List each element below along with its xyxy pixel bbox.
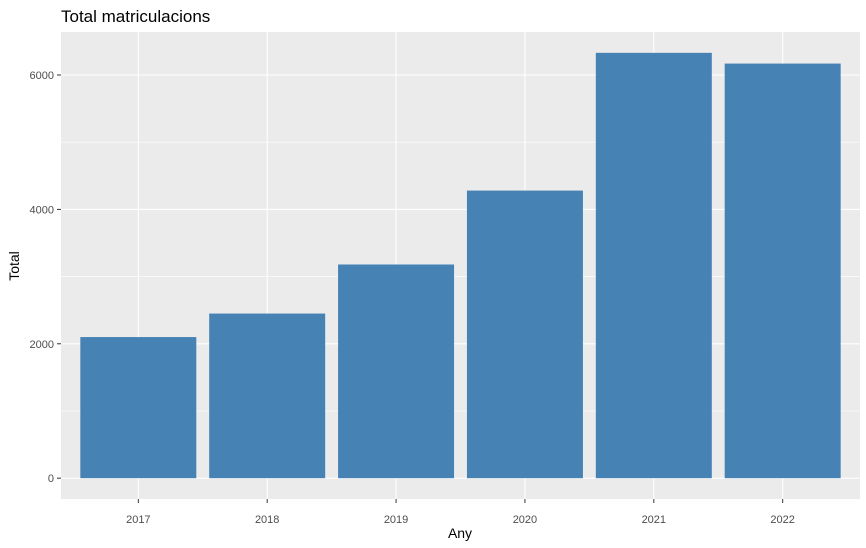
x-axis-title: Any bbox=[448, 525, 472, 541]
x-tick-label: 2019 bbox=[384, 514, 408, 526]
chart-title: Total matriculacions bbox=[61, 7, 210, 26]
bars bbox=[80, 52, 841, 479]
bar-2019 bbox=[338, 264, 455, 479]
y-tick-label: 2000 bbox=[30, 339, 54, 351]
x-axis-ticks: 2017 2018 2019 2020 2021 2022 bbox=[126, 499, 795, 526]
y-tick-label: 4000 bbox=[30, 204, 54, 216]
bar-2020 bbox=[466, 190, 583, 479]
x-tick-label: 2017 bbox=[126, 514, 150, 526]
y-tick-label: 6000 bbox=[30, 70, 54, 82]
bar-2017 bbox=[80, 337, 197, 479]
y-axis-ticks: 0 2000 4000 6000 bbox=[30, 70, 61, 485]
bar-2021 bbox=[595, 52, 712, 479]
bar-2022 bbox=[724, 63, 841, 479]
y-tick-label: 0 bbox=[48, 473, 54, 485]
bar-2018 bbox=[209, 313, 326, 479]
x-tick-label: 2021 bbox=[642, 514, 666, 526]
x-tick-label: 2020 bbox=[513, 514, 537, 526]
y-axis-title: Total bbox=[6, 251, 22, 281]
x-tick-label: 2022 bbox=[770, 514, 794, 526]
x-tick-label: 2018 bbox=[255, 514, 279, 526]
